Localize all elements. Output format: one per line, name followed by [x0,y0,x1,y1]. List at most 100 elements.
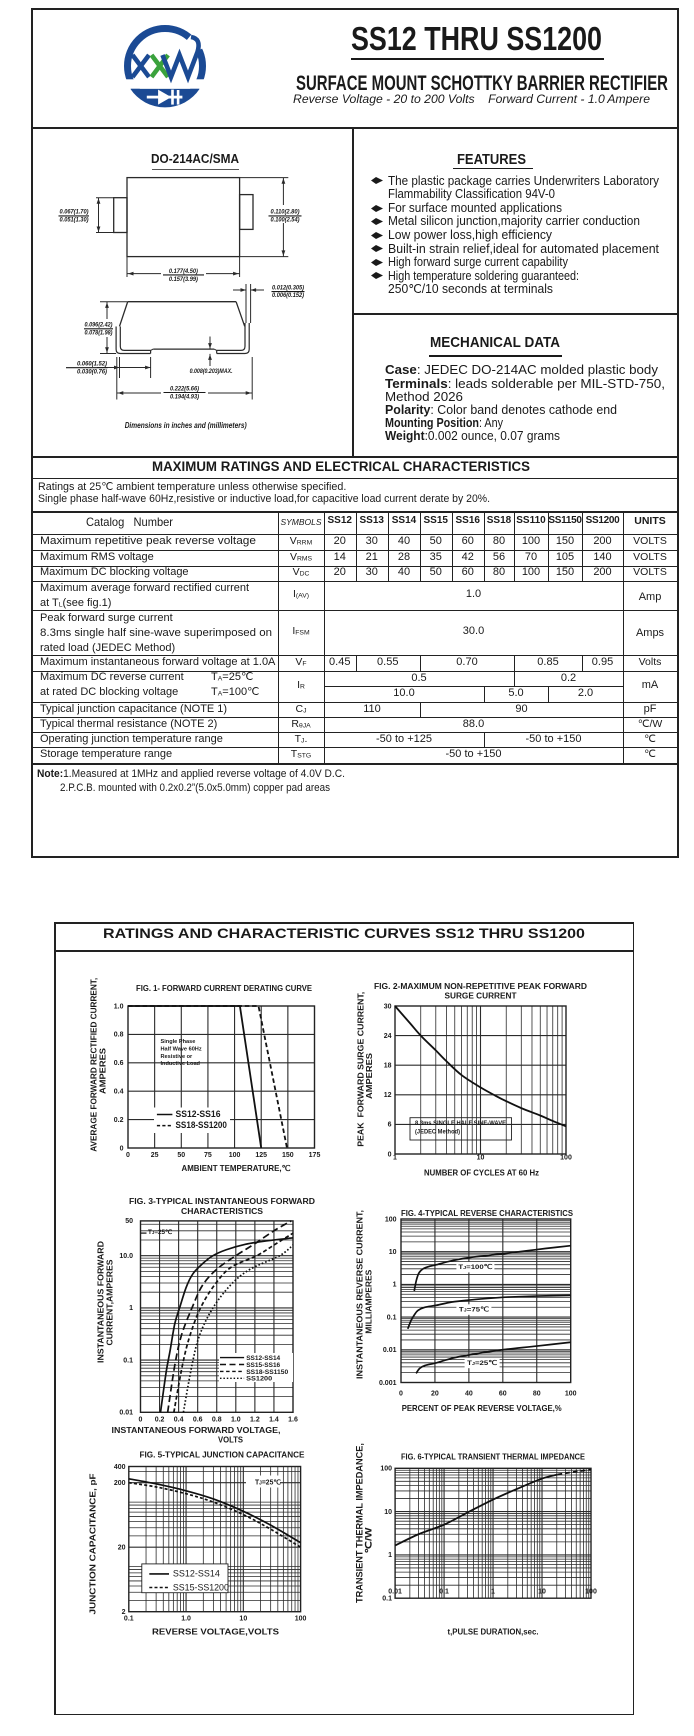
svg-text:0.4: 0.4 [174,1416,184,1423]
svg-text:0.100(2.54): 0.100(2.54) [271,217,300,224]
svg-text:0.6: 0.6 [114,1060,124,1067]
svg-text:FIG. 2-MAXIMUM NON-REPETITIVE: FIG. 2-MAXIMUM NON-REPETITIVE PEAK FORWA… [374,982,587,991]
svg-text:JUNCTION CAPACITANCE, pF: JUNCTION CAPACITANCE, pF [87,1474,97,1615]
svg-text:0.1: 0.1 [124,1616,134,1623]
svg-text:1: 1 [393,1154,397,1161]
svg-text:FIG. 3-TYPICAL INSTANTANEOUS F: FIG. 3-TYPICAL INSTANTANEOUS FORWARD [129,1197,315,1206]
svg-text:30: 30 [384,1003,392,1010]
svg-text:0.01: 0.01 [383,1347,397,1354]
svg-text:1: 1 [388,1552,392,1559]
svg-text:TRANSIENT THERMAL IMPEDANCE,: TRANSIENT THERMAL IMPEDANCE, [355,1443,365,1603]
svg-text:INSTANTANEOUS FORWARD: INSTANTANEOUS FORWARD [95,1241,105,1363]
svg-text:INSTANTANEOUS REVERSE CURRENT,: INSTANTANEOUS REVERSE CURRENT, [354,1210,364,1379]
svg-text:NUMBER OF CYCLES AT 60 Hz: NUMBER OF CYCLES AT 60 Hz [424,1168,539,1178]
svg-text:AMBIENT TEMPERATURE,℃: AMBIENT TEMPERATURE,℃ [182,1163,291,1173]
svg-text:SS1200: SS1200 [246,1376,272,1383]
svg-text:SS12-SS14: SS12-SS14 [246,1355,280,1362]
svg-text:SS12-SS14: SS12-SS14 [173,1569,220,1580]
svg-text:1: 1 [491,1588,495,1595]
svg-text:100: 100 [385,1216,397,1223]
svg-text:SS15-SS16: SS15-SS16 [246,1362,280,1369]
svg-text:0.067(1.70): 0.067(1.70) [60,209,89,216]
svg-text:INSTANTANEOUS FORWARD VOLTAGE,: INSTANTANEOUS FORWARD VOLTAGE, [112,1426,281,1435]
svg-text:0.01: 0.01 [388,1588,402,1595]
svg-text:0.051(1.30): 0.051(1.30) [60,217,89,224]
svg-text:20: 20 [118,1545,126,1552]
svg-text:20: 20 [431,1391,439,1398]
svg-text:75: 75 [204,1152,212,1159]
svg-text:0: 0 [126,1152,130,1159]
svg-text:SURGE CURRENT: SURGE CURRENT [445,992,517,1001]
svg-text:0.110(2.80): 0.110(2.80) [271,209,300,216]
svg-text:200: 200 [114,1480,126,1487]
svg-text:0.4: 0.4 [114,1089,124,1096]
svg-text:0.8: 0.8 [212,1416,222,1423]
svg-text:50: 50 [177,1152,185,1159]
svg-text:400: 400 [114,1464,126,1471]
svg-text:0: 0 [399,1391,403,1398]
svg-text:0.001: 0.001 [379,1380,397,1387]
svg-text:FIG. 1- FORWARD CURRENT DERATI: FIG. 1- FORWARD CURRENT DERATING CURVE [136,984,313,993]
svg-text:Single Phase: Single Phase [161,1039,196,1045]
svg-text:40: 40 [465,1391,473,1398]
svg-text:100: 100 [380,1466,392,1473]
svg-text:0.01: 0.01 [119,1410,133,1417]
svg-text:Resistive or: Resistive or [161,1054,194,1060]
svg-text:PERCENT OF PEAK REVERSE VOLTAG: PERCENT OF PEAK REVERSE VOLTAGE,% [402,1403,562,1413]
svg-text:2: 2 [122,1609,126,1616]
svg-text:CURRENT,AMPERES: CURRENT,AMPERES [104,1259,114,1345]
svg-text:TJ=25℃: TJ=25℃ [148,1229,172,1236]
svg-text:REVERSE VOLTAGE,VOLTS: REVERSE VOLTAGE,VOLTS [152,1626,279,1636]
svg-text:0.222(5.66): 0.222(5.66) [170,386,199,393]
svg-text:100: 100 [560,1154,572,1161]
svg-text:0.177(4.50): 0.177(4.50) [169,268,198,275]
svg-text:10: 10 [384,1509,392,1516]
svg-text:10: 10 [389,1249,397,1256]
svg-text:AVERAGE FORWARD RECTIFIED CURR: AVERAGE FORWARD RECTIFIED CURRENT, [88,978,98,1152]
svg-text:125: 125 [255,1152,267,1159]
svg-text:FIG. 5-TYPICAL JUNCTION CAPACI: FIG. 5-TYPICAL JUNCTION CAPACITANCE [140,1449,305,1459]
svg-text:(JEDEC Method): (JEDEC Method) [415,1129,460,1136]
svg-text:10: 10 [239,1616,247,1623]
svg-text:0: 0 [388,1151,392,1158]
svg-text:CHARACTERISTICS: CHARACTERISTICS [181,1207,264,1216]
svg-text:1.0: 1.0 [231,1416,241,1423]
svg-text:t,PULSE DURATION,sec.: t,PULSE DURATION,sec. [448,1627,539,1636]
svg-text:Inductive Load: Inductive Load [161,1061,201,1067]
svg-text:℃/W: ℃/W [364,1527,374,1554]
svg-text:1: 1 [129,1305,133,1312]
svg-text:12: 12 [384,1092,392,1099]
svg-text:8.3ms SINGLE HALF SINE-WAVE: 8.3ms SINGLE HALF SINE-WAVE [415,1120,506,1127]
svg-text:AMPERES: AMPERES [98,1048,108,1094]
svg-text:TJ=25℃: TJ=25℃ [467,1359,497,1367]
svg-text:1: 1 [393,1282,397,1289]
svg-text:0.078(1.98): 0.078(1.98) [85,330,113,337]
svg-text:100: 100 [229,1152,241,1159]
svg-text:0.030(0.76): 0.030(0.76) [77,369,107,376]
svg-text:0.1: 0.1 [382,1596,392,1603]
svg-text:100: 100 [295,1616,307,1623]
svg-text:150: 150 [282,1152,294,1159]
svg-text:1.0: 1.0 [181,1616,191,1623]
svg-text:AMPERES: AMPERES [364,1053,374,1099]
svg-text:50: 50 [125,1218,133,1225]
svg-text:0.2: 0.2 [155,1416,165,1423]
svg-text:SS18-SS1150: SS18-SS1150 [246,1369,288,1376]
svg-text:100: 100 [565,1391,577,1398]
svg-text:0.8: 0.8 [114,1032,124,1039]
svg-text:10.0: 10.0 [119,1253,133,1260]
svg-text:0.1: 0.1 [387,1314,397,1321]
svg-text:SS12-SS16: SS12-SS16 [176,1109,221,1119]
svg-text:100: 100 [585,1588,597,1595]
svg-text:0.012(0.305): 0.012(0.305) [272,285,304,292]
svg-text:TJ=25℃: TJ=25℃ [255,1479,281,1487]
svg-text:TJ=75℃: TJ=75℃ [459,1305,489,1313]
svg-text:PEAK FORWARD SURGE CURRENT,: PEAK FORWARD SURGE CURRENT, [356,992,366,1147]
svg-text:Half Wave 60Hz: Half Wave 60Hz [161,1047,202,1053]
svg-text:1.2: 1.2 [250,1416,260,1423]
svg-text:0.194(4.93): 0.194(4.93) [170,393,199,400]
svg-text:80: 80 [533,1391,541,1398]
svg-text:60: 60 [499,1391,507,1398]
svg-text:0.6: 0.6 [193,1416,203,1423]
svg-text:0: 0 [139,1416,143,1423]
